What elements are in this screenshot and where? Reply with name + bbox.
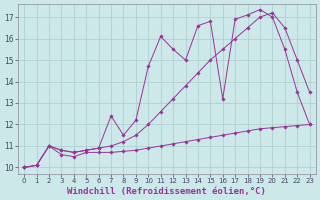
X-axis label: Windchill (Refroidissement éolien,°C): Windchill (Refroidissement éolien,°C) xyxy=(68,187,266,196)
